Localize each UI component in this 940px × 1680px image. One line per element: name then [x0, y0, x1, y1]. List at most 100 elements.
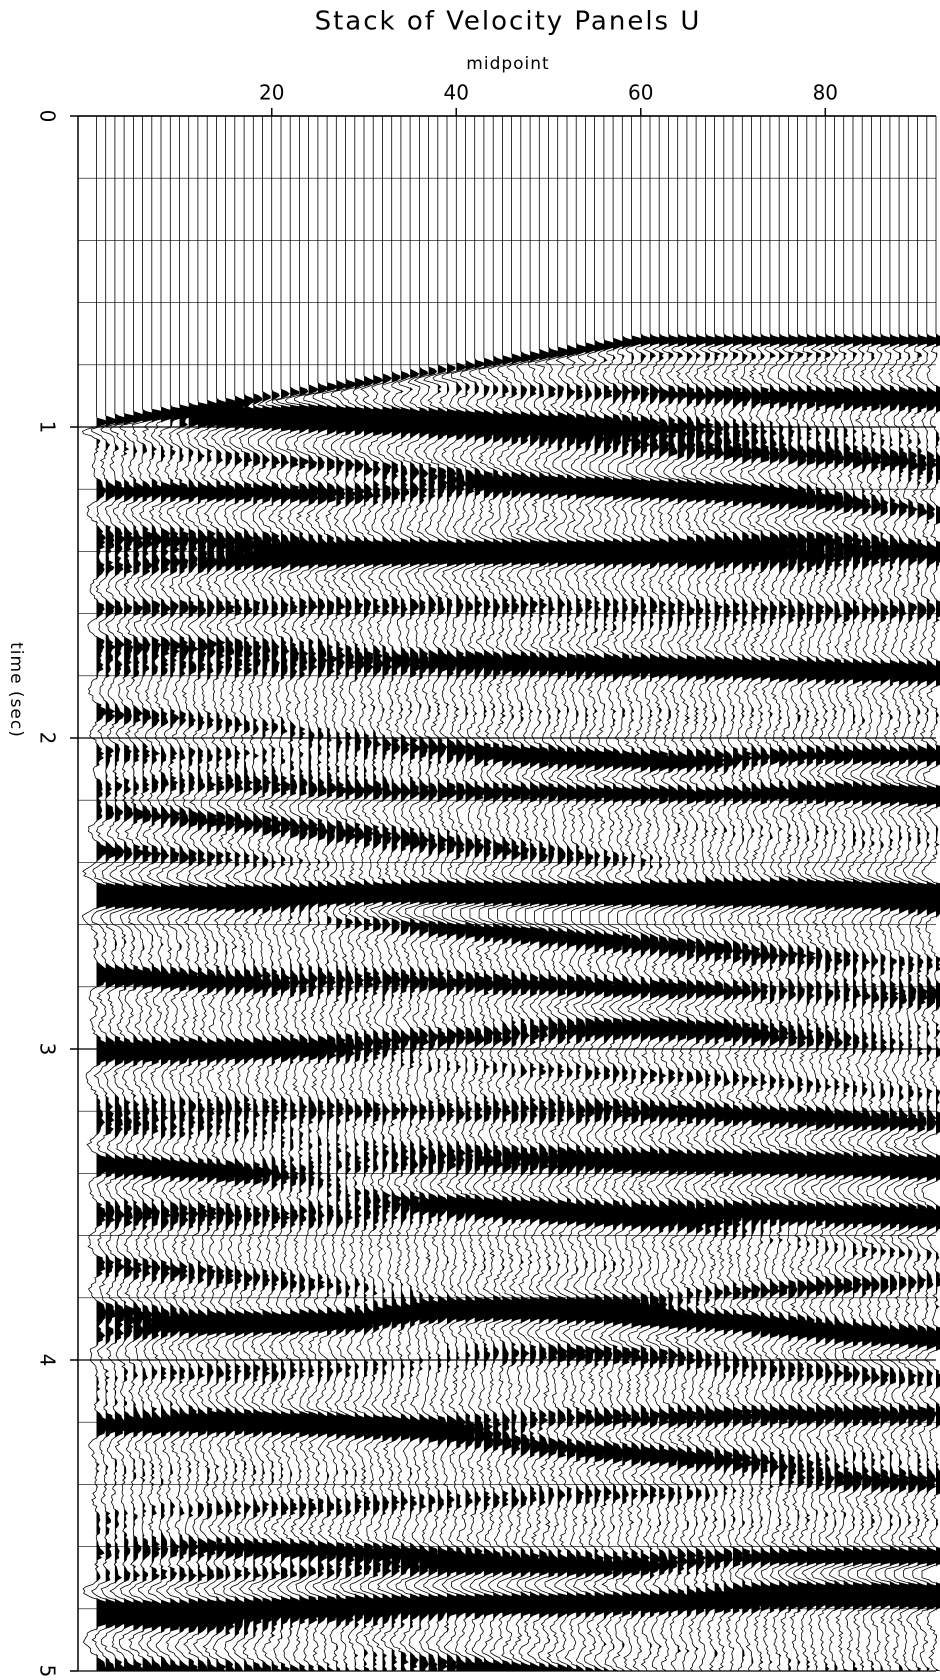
trace-fill [437, 116, 452, 1671]
x-tick-label: 20 [259, 81, 284, 105]
trace-fill [585, 116, 600, 1671]
trace-fill [908, 116, 923, 1671]
trace-fill [225, 116, 240, 1671]
trace-fill [419, 116, 434, 1671]
trace-fill [188, 116, 203, 1671]
trace-fill [659, 116, 674, 1671]
trace-fill [299, 116, 314, 1671]
x-axis-label: midpoint [466, 54, 549, 74]
trace-fill [548, 116, 563, 1671]
trace-fill [391, 116, 406, 1671]
trace-fill [447, 116, 462, 1671]
x-tick-label: 80 [813, 81, 838, 105]
trace-fill [400, 116, 415, 1671]
trace-fill [871, 116, 886, 1671]
trace-fill [336, 116, 351, 1671]
trace [912, 116, 940, 1672]
trace-fill [806, 116, 821, 1671]
x-tick-label: 60 [628, 81, 653, 105]
trace-fill [483, 116, 498, 1671]
trace-fill [714, 116, 729, 1671]
trace-fill [576, 116, 591, 1671]
trace-fill [769, 116, 784, 1671]
trace-fill [797, 116, 812, 1671]
chart-title: Stack of Velocity Panels U [315, 7, 702, 37]
trace-fill [290, 116, 305, 1671]
trace-fill [281, 116, 295, 1671]
trace-fill [96, 116, 111, 1671]
trace-fill [474, 116, 489, 1671]
trace-fill [788, 116, 803, 1671]
trace-fill [677, 116, 692, 1671]
trace-fill [345, 116, 360, 1671]
trace-fill [603, 116, 618, 1671]
traces [81, 116, 940, 1672]
trace-fill [936, 116, 940, 1671]
trace-fill [880, 116, 895, 1671]
trace-fill [262, 116, 277, 1671]
trace-fill [631, 116, 646, 1671]
trace-fill [502, 116, 517, 1671]
y-tick-label: 0 [36, 110, 60, 123]
trace-fill [816, 116, 831, 1671]
x-tick-label: 40 [444, 81, 469, 105]
trace-fill [889, 116, 904, 1671]
y-axis-label: time (sec) [6, 642, 26, 738]
trace-fill [382, 116, 397, 1671]
trace-fill [197, 116, 212, 1671]
trace-fill [133, 116, 148, 1671]
trace-fill [853, 116, 867, 1671]
trace-fill [843, 116, 858, 1671]
trace-fill [899, 116, 914, 1671]
y-tick-label: 5 [36, 1665, 60, 1678]
trace-fill [640, 116, 655, 1671]
trace-fill [373, 116, 388, 1671]
trace-fill [567, 116, 581, 1671]
trace-fill [493, 116, 508, 1671]
trace-fill [124, 116, 139, 1671]
y-tick-label: 4 [36, 1354, 60, 1367]
trace-fill [317, 116, 332, 1671]
trace-fill [428, 116, 443, 1671]
trace-fill [308, 116, 323, 1671]
trace-fill [696, 116, 711, 1671]
trace-fill [557, 116, 572, 1671]
trace-fill [668, 116, 683, 1671]
trace-fill [234, 116, 249, 1671]
trace-fill [926, 116, 940, 1671]
trace-fill [539, 116, 554, 1671]
trace-fill [105, 116, 120, 1671]
trace-fill [751, 116, 766, 1671]
trace-fill [862, 116, 877, 1671]
y-tick-label: 3 [36, 1043, 60, 1056]
trace [921, 116, 940, 1672]
trace-fill [170, 116, 185, 1671]
trace-fill [650, 116, 664, 1671]
trace-fill [917, 116, 932, 1671]
trace-fill [327, 116, 342, 1671]
trace-fill [216, 116, 231, 1671]
trace-fill [410, 116, 425, 1671]
trace-fill [686, 116, 701, 1671]
trace-fill [834, 116, 849, 1671]
trace-fill [114, 116, 129, 1671]
trace-fill [456, 116, 471, 1671]
trace-fill [530, 116, 545, 1671]
trace-fill [511, 116, 526, 1671]
trace-fill [594, 116, 609, 1671]
trace-fill [354, 116, 369, 1671]
trace-fill [613, 116, 628, 1671]
trace-fill [622, 116, 637, 1671]
trace-fill [253, 116, 268, 1671]
y-tick-label: 2 [36, 732, 60, 745]
trace-fill [465, 116, 480, 1671]
trace-fill [760, 116, 775, 1671]
trace-fill [705, 116, 720, 1671]
trace-fill [825, 116, 840, 1671]
trace-fill [142, 116, 157, 1671]
trace-fill [161, 116, 176, 1671]
trace-fill [179, 116, 194, 1671]
trace-fill [520, 116, 535, 1671]
y-tick-label: 1 [36, 421, 60, 434]
